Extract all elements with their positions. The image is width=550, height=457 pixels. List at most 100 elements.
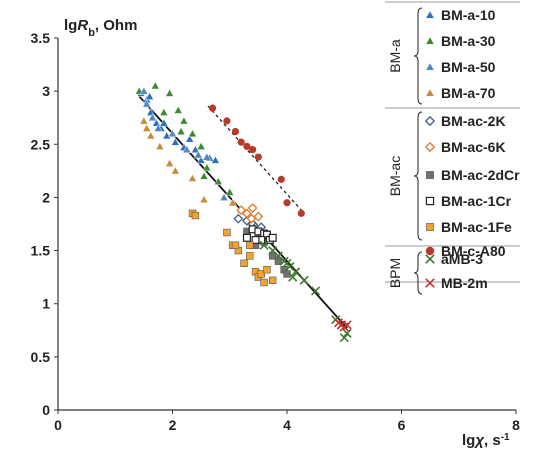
axes xyxy=(54,37,517,414)
data-points xyxy=(134,81,352,343)
x-tick-label: 8 xyxy=(512,417,520,433)
legend-group-label: BM-a xyxy=(387,39,403,73)
data-point xyxy=(259,240,269,250)
data-point xyxy=(188,173,197,182)
data-point xyxy=(291,267,301,277)
x-tick-label: 2 xyxy=(169,417,177,433)
legend-label: BM-ac-6K xyxy=(441,139,506,155)
data-point xyxy=(231,127,240,136)
tick-labels: 0 0.5 1 1.5 2 2.5 3 3.5 0 2 4 6 8 xyxy=(31,30,521,433)
data-point xyxy=(179,116,189,125)
data-point xyxy=(193,150,203,159)
data-point xyxy=(254,153,262,161)
data-point xyxy=(339,333,349,343)
data-point xyxy=(311,286,321,296)
data-point xyxy=(231,241,240,249)
legend-marker xyxy=(425,10,435,19)
data-point xyxy=(297,209,305,217)
data-point xyxy=(228,198,238,207)
series-bm-ac-1fe xyxy=(188,209,277,287)
data-point xyxy=(176,127,186,135)
legend-marker xyxy=(425,278,435,288)
data-point xyxy=(283,199,291,207)
legend-label: BM-c-A80 xyxy=(441,243,506,259)
legend-marker xyxy=(424,141,436,153)
data-point xyxy=(246,241,254,249)
legend: BM-a BM-ac BPM BM-a-10 BM-a-30 BM-a-50 BM-a-7… xyxy=(385,1,520,295)
data-point xyxy=(173,105,183,114)
x-axis-label: lgχ, s-1 xyxy=(462,432,510,450)
data-point xyxy=(196,141,206,150)
data-point xyxy=(268,276,277,285)
data-point xyxy=(142,99,152,108)
data-point xyxy=(170,166,180,175)
data-point xyxy=(242,208,252,219)
y-tick-label: 0 xyxy=(42,402,50,418)
legend-group-label: BM-ac xyxy=(387,156,403,196)
data-point xyxy=(146,131,156,140)
series-bm-c-a80 xyxy=(208,104,305,217)
y-tick-label: 1 xyxy=(42,296,50,312)
data-point xyxy=(223,228,231,237)
data-point xyxy=(251,235,260,244)
data-point xyxy=(242,233,251,242)
x-tick-label: 0 xyxy=(54,417,62,433)
data-point xyxy=(162,131,172,140)
series-mb-2m xyxy=(333,318,352,332)
data-point xyxy=(202,163,212,172)
legend-group-label: BPM xyxy=(387,258,403,288)
y-axis-label: lgRb, Ohm xyxy=(64,17,137,39)
y-tick-label: 2 xyxy=(42,189,50,205)
data-point xyxy=(213,176,223,185)
data-point xyxy=(246,213,257,224)
legend-marker xyxy=(425,196,435,206)
series-bm-a-10 xyxy=(136,88,220,164)
data-point xyxy=(243,142,251,151)
data-point xyxy=(159,107,169,116)
data-point xyxy=(342,320,352,330)
data-point xyxy=(249,146,257,154)
data-point xyxy=(274,257,283,265)
data-point xyxy=(165,158,175,167)
data-point xyxy=(268,252,277,260)
data-point xyxy=(188,129,197,138)
legend-group-brace xyxy=(413,111,423,241)
legend-marker xyxy=(425,88,435,97)
data-point xyxy=(170,137,180,146)
data-point xyxy=(247,203,258,213)
x-tick-label: 4 xyxy=(283,417,291,433)
legend-label: BM-a-70 xyxy=(441,85,496,101)
data-point xyxy=(223,117,231,125)
data-point xyxy=(288,272,298,282)
legend-label: BM-a-10 xyxy=(441,7,496,23)
data-point xyxy=(142,123,152,132)
data-point xyxy=(268,233,277,242)
data-point xyxy=(150,81,160,90)
data-point xyxy=(185,134,195,143)
data-point xyxy=(277,175,285,183)
data-point xyxy=(253,211,264,222)
legend-marker xyxy=(426,171,434,179)
legend-marker xyxy=(426,223,434,231)
data-point xyxy=(199,195,209,204)
series-bm-a-70 xyxy=(139,116,246,214)
legend-marker xyxy=(425,246,435,256)
y-tick-label: 0.5 xyxy=(31,349,51,365)
data-point xyxy=(246,252,254,260)
data-point xyxy=(282,258,292,268)
series-bm-a-50 xyxy=(139,86,229,201)
legend-marker xyxy=(425,36,435,45)
data-point xyxy=(159,118,169,127)
data-point xyxy=(208,104,217,112)
data-point xyxy=(342,328,352,339)
legend-label: BM-ac-2dCr xyxy=(441,167,520,183)
data-point xyxy=(202,152,212,161)
series-bm-ac-6k xyxy=(236,203,264,224)
data-point xyxy=(165,88,175,97)
data-point xyxy=(263,266,271,274)
data-point xyxy=(148,113,157,122)
data-point xyxy=(191,211,200,220)
legend-marker xyxy=(425,62,435,71)
data-point xyxy=(237,138,245,146)
